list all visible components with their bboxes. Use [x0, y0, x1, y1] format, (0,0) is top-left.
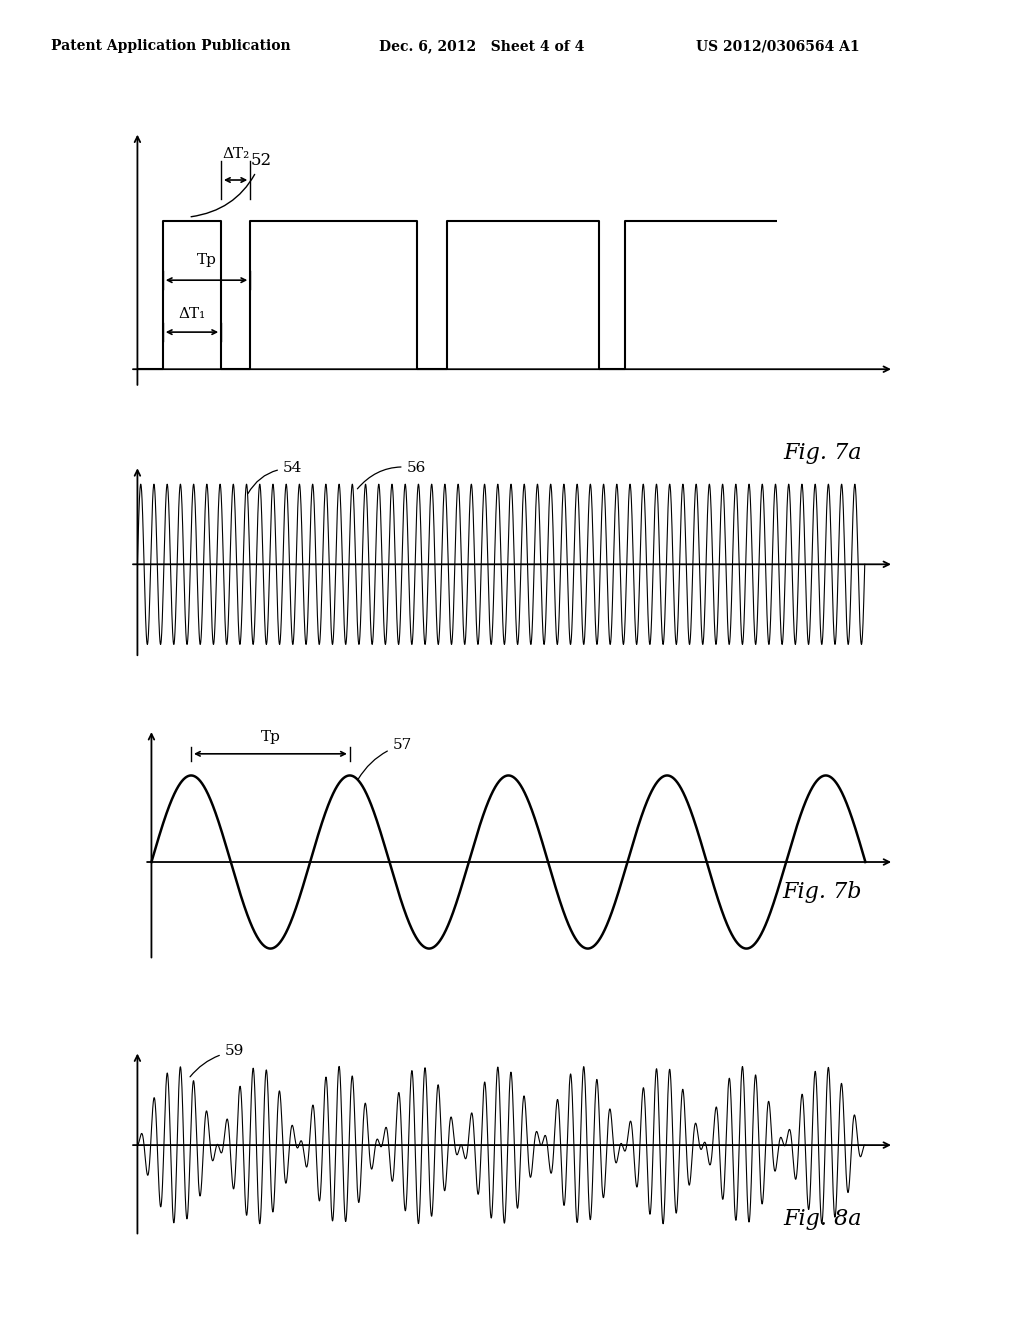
Text: 57: 57 [358, 738, 412, 779]
Text: 54: 54 [248, 461, 302, 494]
Text: Fig. 7a: Fig. 7a [783, 442, 862, 465]
Text: ΔT₁: ΔT₁ [178, 308, 206, 321]
Text: 59: 59 [190, 1044, 244, 1077]
Text: Fig. 7b: Fig. 7b [782, 882, 862, 903]
Text: 56: 56 [357, 461, 426, 488]
Text: Dec. 6, 2012   Sheet 4 of 4: Dec. 6, 2012 Sheet 4 of 4 [379, 40, 585, 53]
Text: Tp: Tp [260, 730, 281, 744]
Text: Fig. 8a: Fig. 8a [783, 1209, 862, 1230]
Text: 52: 52 [191, 152, 271, 216]
Text: Patent Application Publication: Patent Application Publication [51, 40, 291, 53]
Text: US 2012/0306564 A1: US 2012/0306564 A1 [696, 40, 860, 53]
Text: ΔT₂: ΔT₂ [222, 148, 249, 161]
Text: Tp: Tp [197, 253, 216, 267]
